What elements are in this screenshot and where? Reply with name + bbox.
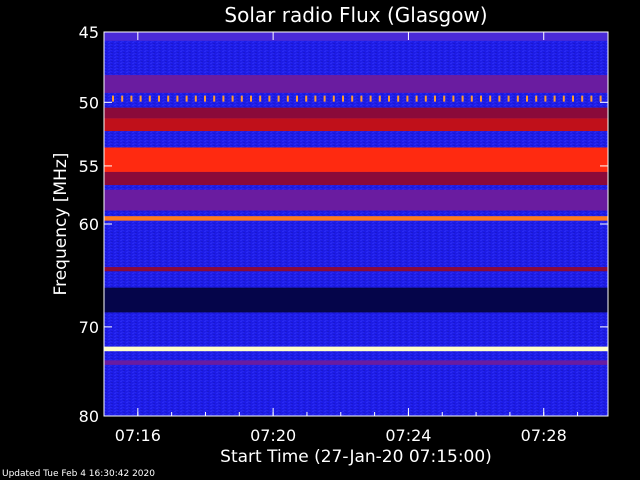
y-tick-label: 60 xyxy=(79,215,99,234)
dot-mark xyxy=(470,95,473,102)
dot-mark xyxy=(498,95,501,102)
dot-mark xyxy=(461,95,464,102)
dot-mark xyxy=(323,95,326,102)
plot-area xyxy=(103,31,609,417)
dot-mark xyxy=(452,95,455,102)
dot-mark xyxy=(443,95,446,102)
dot-mark xyxy=(250,95,252,102)
dot-mark xyxy=(516,95,519,102)
dot-mark xyxy=(314,95,317,102)
band-5 xyxy=(104,147,608,172)
y-tick-label: 50 xyxy=(79,93,99,112)
dot-mark xyxy=(351,95,354,102)
dot-mark xyxy=(562,95,565,102)
dot-mark xyxy=(112,95,114,102)
dot-mark xyxy=(240,95,243,102)
dot-mark xyxy=(277,95,280,102)
dot-mark xyxy=(305,95,308,102)
dot-mark xyxy=(369,95,372,102)
dot-mark xyxy=(121,95,124,102)
band-1 xyxy=(104,75,608,93)
dot-mark xyxy=(268,95,271,102)
frequency-bands xyxy=(104,32,608,365)
dot-mark xyxy=(572,95,574,102)
dotted-emission-band xyxy=(112,95,602,102)
dot-mark xyxy=(176,95,179,102)
dot-mark xyxy=(222,95,225,102)
dot-mark xyxy=(158,95,160,102)
x-tick-label: 07:28 xyxy=(521,426,567,445)
dot-mark xyxy=(388,95,390,102)
dot-mark xyxy=(148,95,151,102)
dot-mark xyxy=(599,95,602,102)
x-axis: 07:16 07:20 07:24 07:28 xyxy=(103,32,579,445)
dot-mark xyxy=(526,95,528,102)
x-tick-label: 07:24 xyxy=(385,426,431,445)
y-tick-label: 55 xyxy=(79,157,99,176)
band-7 xyxy=(104,189,608,211)
dot-mark xyxy=(296,95,298,102)
dot-mark xyxy=(544,95,547,102)
dot-mark xyxy=(480,95,482,102)
band-12 xyxy=(104,360,608,365)
dot-mark xyxy=(415,95,418,102)
dot-mark xyxy=(259,95,262,102)
dot-mark xyxy=(130,95,133,102)
dot-mark xyxy=(231,95,234,102)
band-3 xyxy=(104,107,608,119)
dot-mark xyxy=(590,95,593,102)
dot-mark xyxy=(507,95,510,102)
dot-mark xyxy=(342,95,344,102)
dot-mark xyxy=(360,95,363,102)
dot-mark xyxy=(406,95,409,102)
dot-mark xyxy=(332,95,335,102)
dot-mark xyxy=(378,95,381,102)
dot-mark xyxy=(194,95,197,102)
y-tick-label: 70 xyxy=(79,318,99,337)
dot-mark xyxy=(185,95,188,102)
dot-mark xyxy=(489,95,492,102)
dot-mark xyxy=(213,95,216,102)
update-timestamp: Updated Tue Feb 4 16:30:42 2020 xyxy=(2,469,155,479)
x-tick-label: 07:16 xyxy=(115,426,161,445)
y-tick-label: 80 xyxy=(79,407,99,426)
band-10 xyxy=(104,287,608,313)
band-0 xyxy=(104,32,608,41)
dot-mark xyxy=(397,95,400,102)
band-8 xyxy=(104,216,608,221)
dot-mark xyxy=(424,95,427,102)
chart-title: Solar radio Flux (Glasgow) xyxy=(224,3,487,27)
dot-mark xyxy=(434,95,436,102)
band-9 xyxy=(104,267,608,272)
y-tick-label: 45 xyxy=(79,23,99,42)
band-6 xyxy=(104,171,608,186)
dot-mark xyxy=(204,95,206,102)
band-11 xyxy=(104,346,608,352)
x-tick-label: 07:20 xyxy=(250,426,296,445)
dot-mark xyxy=(139,95,142,102)
dot-mark xyxy=(581,95,584,102)
y-axis: 45 50 55 60 70 80 xyxy=(79,23,608,426)
y-axis-label: Frequency [MHz] xyxy=(51,153,71,296)
dot-mark xyxy=(535,95,538,102)
x-axis-label: Start Time (27-Jan-20 07:15:00) xyxy=(220,447,492,467)
band-4 xyxy=(104,118,608,132)
plot-background xyxy=(104,32,608,416)
dot-mark xyxy=(553,95,556,102)
dot-mark xyxy=(286,95,289,102)
dot-mark xyxy=(167,95,170,102)
